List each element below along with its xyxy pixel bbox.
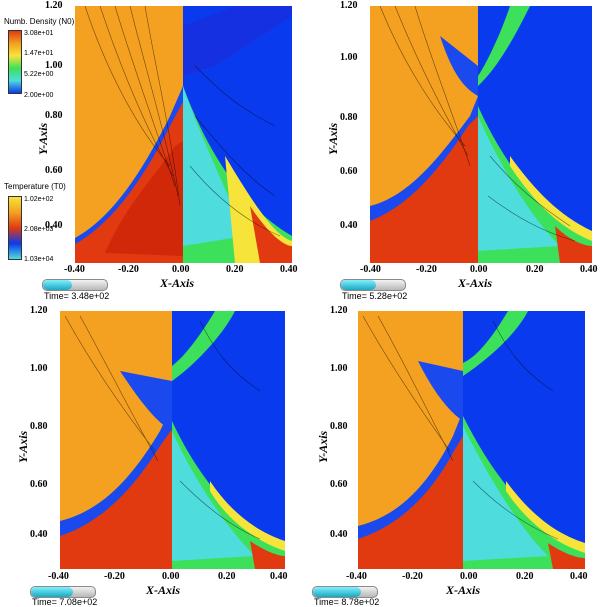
ytick-2-3: 0.60 <box>340 166 358 177</box>
temperature-value-0: 1.02e+02 <box>24 196 54 203</box>
temperature-value-1: 2.08e+03 <box>24 226 54 233</box>
xtick-3-2: 0.00 <box>162 571 180 582</box>
xtick-3-4: 0.40 <box>270 571 288 582</box>
time-slider-fill-4 <box>313 587 361 597</box>
xtick-2-0: -0.40 <box>360 264 381 275</box>
ytick-4-3: 0.60 <box>330 479 348 490</box>
xtick-2-4: 0.40 <box>580 264 598 275</box>
plot-3-field <box>60 311 285 569</box>
time-label-4: Time= 8.78e+02 <box>314 597 380 607</box>
ytick-4-1: 1.00 <box>330 363 348 374</box>
ytick-2-1: 1.00 <box>340 52 358 63</box>
time-label-1: Time= 3.48e+02 <box>44 291 110 301</box>
density-value-1: 1.47e+01 <box>24 50 54 57</box>
ytick-4-2: 0.80 <box>330 421 348 432</box>
xtick-2-2: 0.00 <box>470 264 488 275</box>
ylabel-4: Y-Axis <box>316 430 330 463</box>
xlabel-4: X-Axis <box>446 583 481 597</box>
density-value-2: 5.22e+00 <box>24 71 54 78</box>
xtick-4-1: -0.20 <box>402 571 423 582</box>
ytick-4-4: 0.40 <box>330 529 348 540</box>
density-colorbar <box>8 30 22 94</box>
xtick-1-4: 0.40 <box>280 264 298 275</box>
temperature-value-2: 1.03e+04 <box>24 256 54 263</box>
plot-1 <box>75 6 292 263</box>
time-label-2: Time= 5.28e+02 <box>342 291 408 301</box>
xlabel-3: X-Axis <box>146 583 181 597</box>
density-legend-title: Numb. Density (N0) <box>4 17 75 26</box>
xtick-2-3: 0.20 <box>526 264 544 275</box>
xtick-4-0: -0.40 <box>346 571 367 582</box>
ylabel-1: Y-Axis <box>36 122 50 155</box>
ytick-2-2: 0.80 <box>340 112 358 123</box>
ytick-3-0: 1.20 <box>30 305 48 316</box>
ytick-3-4: 0.40 <box>30 529 48 540</box>
plot-2 <box>370 6 592 263</box>
xtick-4-2: 0.00 <box>460 571 478 582</box>
time-slider-fill-3 <box>31 587 73 597</box>
plot-4-field <box>358 311 585 569</box>
density-value-0: 3.08e+01 <box>24 30 54 37</box>
time-label-3: Time= 7.08e+02 <box>32 597 98 607</box>
panel-2: 1.20 1.00 0.80 0.60 0.40 Y-Axis -0.40 -0… <box>300 0 600 303</box>
temperature-legend-title: Temperature (T0) <box>4 182 66 191</box>
ytick-3-2: 0.80 <box>30 421 48 432</box>
plot-4 <box>358 311 585 569</box>
xtick-3-0: -0.40 <box>48 571 69 582</box>
ytick-1-2: 0.80 <box>45 110 63 121</box>
time-slider-fill-1 <box>43 280 72 290</box>
xtick-2-1: -0.20 <box>416 264 437 275</box>
ytick-3-3: 0.60 <box>30 479 48 490</box>
xlabel-2: X-Axis <box>458 276 493 290</box>
ytick-1-3: 0.60 <box>45 165 63 176</box>
xtick-4-3: 0.20 <box>516 571 534 582</box>
time-slider-4[interactable] <box>312 586 378 598</box>
ytick-1-0: 1.20 <box>45 0 63 11</box>
ytick-4-0: 1.20 <box>330 305 348 316</box>
ylabel-2: Y-Axis <box>326 122 340 155</box>
xtick-1-2: 0.00 <box>172 264 190 275</box>
xtick-3-1: -0.20 <box>104 571 125 582</box>
xtick-4-4: 0.40 <box>570 571 588 582</box>
xlabel-1: X-Axis <box>160 276 195 290</box>
xtick-1-1: -0.20 <box>118 264 139 275</box>
panel-4: 1.20 1.00 0.80 0.60 0.40 Y-Axis -0.40 -0… <box>300 303 600 607</box>
plot-3 <box>60 311 285 569</box>
time-slider-1[interactable] <box>42 279 108 291</box>
xtick-1-0: -0.40 <box>64 264 85 275</box>
ytick-3-1: 1.00 <box>30 363 48 374</box>
temperature-colorbar <box>8 196 22 260</box>
ylabel-3: Y-Axis <box>16 430 30 463</box>
plot-2-field <box>370 6 592 263</box>
ytick-2-0: 1.20 <box>340 0 358 11</box>
time-slider-3[interactable] <box>30 586 96 598</box>
ytick-1-4: 0.40 <box>45 220 63 231</box>
ytick-1-1: 1.00 <box>45 60 63 71</box>
density-value-3: 2.00e+00 <box>24 92 54 99</box>
time-slider-fill-2 <box>341 280 377 290</box>
panel-3: 1.20 1.00 0.80 0.60 0.40 Y-Axis -0.40 -0… <box>0 303 300 607</box>
panel-1: 1.20 1.00 0.80 0.60 0.40 Y-Axis -0.40 -0… <box>0 0 300 303</box>
xtick-3-3: 0.20 <box>218 571 236 582</box>
ytick-2-4: 0.40 <box>340 220 358 231</box>
plot-1-field <box>75 6 292 263</box>
xtick-1-3: 0.20 <box>226 264 244 275</box>
time-slider-2[interactable] <box>340 279 406 291</box>
